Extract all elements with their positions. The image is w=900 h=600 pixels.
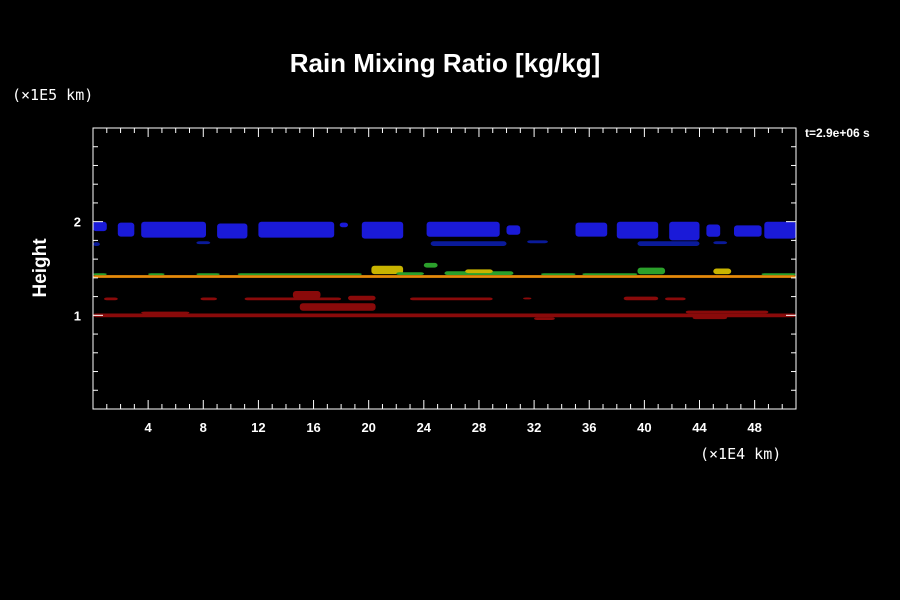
data-patch-24 [196, 273, 220, 276]
x-tick-label-4: 4 [145, 420, 153, 435]
y-tick-label-2: 2 [74, 215, 81, 230]
data-patch-35 [761, 273, 796, 276]
data-patch-44 [623, 296, 659, 301]
data-patch-28 [423, 262, 438, 268]
data-patch-37 [200, 297, 217, 301]
data-patch-43 [523, 297, 532, 300]
data-patch-45 [665, 297, 686, 301]
data-patch-39 [292, 291, 321, 299]
data-patch-40 [299, 303, 376, 311]
x-tick-label-40: 40 [637, 420, 651, 435]
data-patch-49 [692, 316, 728, 320]
x-tick-label-16: 16 [306, 420, 320, 435]
data-patch-23 [148, 273, 165, 276]
data-patch-46 [93, 313, 796, 318]
x-tick-label-32: 32 [527, 420, 541, 435]
data-patch-17 [430, 241, 507, 246]
data-patch-7 [426, 221, 500, 237]
x-tick-label-44: 44 [692, 420, 707, 435]
data-patch-50 [685, 310, 769, 314]
data-patch-31 [541, 273, 576, 276]
data-patch-41 [348, 295, 376, 301]
data-patch-27 [396, 272, 424, 275]
data-patch-20 [713, 241, 728, 245]
data-patch-30 [465, 269, 493, 274]
data-patch-4 [258, 221, 335, 238]
data-patch-14 [764, 221, 796, 239]
x-tick-label-24: 24 [417, 420, 432, 435]
data-patch-15 [93, 242, 100, 246]
data-patch-8 [506, 225, 521, 235]
data-patch-38 [244, 297, 342, 301]
data-patch-36 [104, 297, 118, 301]
data-patch-26 [371, 265, 404, 275]
data-patch-25 [237, 273, 362, 276]
data-patch-29 [444, 271, 514, 275]
data-patch-5 [339, 222, 348, 228]
data-patch-48 [534, 317, 555, 320]
x-tick-label-36: 36 [582, 420, 596, 435]
data-patch-2 [141, 221, 206, 238]
data-patch-6 [361, 221, 404, 239]
data-patch-10 [616, 221, 659, 239]
data-patch-42 [410, 297, 493, 301]
data-patch-1 [117, 222, 135, 237]
data-patch-34 [713, 268, 732, 275]
data-patch-9 [575, 222, 608, 237]
data-patch-13 [734, 225, 762, 237]
data-layer [93, 221, 796, 320]
x-tick-label-28: 28 [472, 420, 486, 435]
x-tick-label-20: 20 [361, 420, 375, 435]
x-tick-label-12: 12 [251, 420, 265, 435]
data-patch-33 [637, 267, 666, 275]
time-label: t=2.9e+06 s [805, 126, 870, 140]
data-patch-16 [196, 241, 211, 245]
data-patch-21 [93, 275, 796, 278]
data-patch-47 [141, 311, 190, 314]
plot-frame [92, 127, 797, 410]
data-patch-22 [93, 273, 107, 276]
data-patch-32 [582, 273, 638, 276]
y-axis-unit: (×1E5 km) [12, 86, 94, 104]
data-patch-3 [217, 223, 248, 239]
axis-ticks [93, 128, 796, 409]
chart-title: Rain Mixing Ratio [kg/kg] [289, 48, 601, 78]
data-patch-19 [637, 241, 700, 246]
x-tick-label-48: 48 [747, 420, 761, 435]
data-patch-18 [527, 240, 548, 244]
data-patch-0 [93, 221, 107, 232]
data-patch-11 [669, 221, 700, 241]
y-tick-label-1: 1 [74, 308, 81, 323]
x-axis-unit: (×1E4 km) [700, 445, 782, 463]
x-tick-label-8: 8 [200, 420, 207, 435]
data-patch-12 [706, 224, 721, 237]
